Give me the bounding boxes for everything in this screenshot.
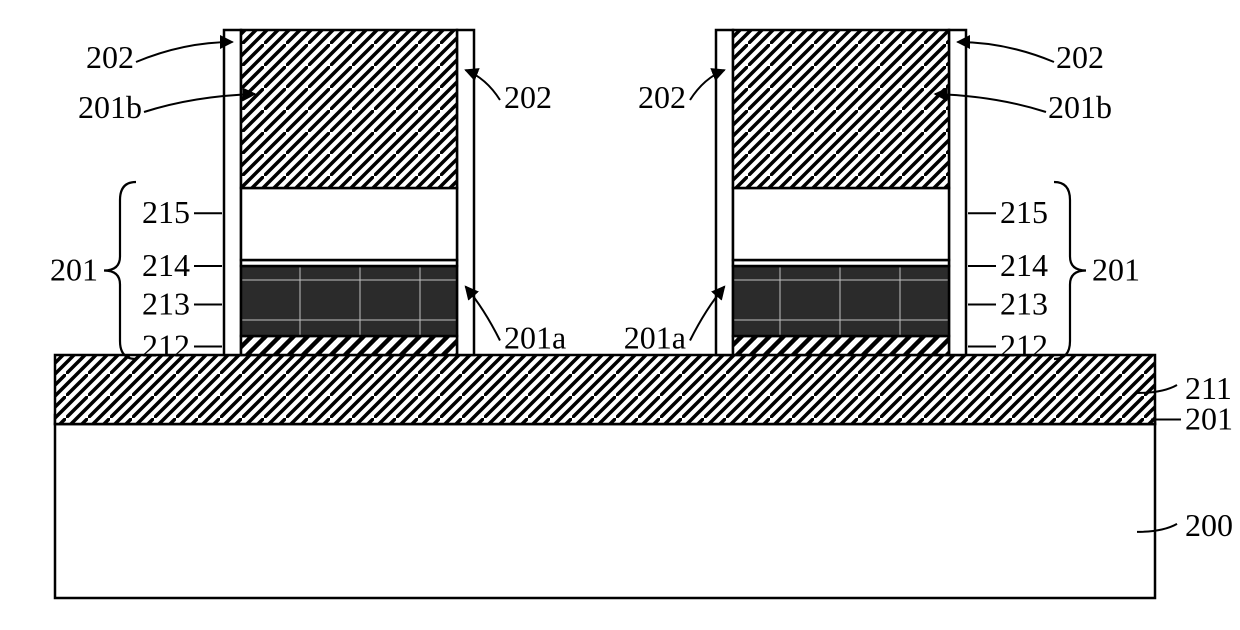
label-212-R: 212 — [1000, 327, 1048, 363]
label-214-R: 214 — [1000, 247, 1048, 283]
label-215-L: 215 — [142, 194, 190, 230]
brace-201-R — [1054, 182, 1086, 359]
lead-202-L1 — [136, 42, 233, 62]
spacer-202-right-1 — [949, 30, 966, 355]
label-213-R: 213 — [1000, 286, 1048, 322]
spacer-202-left-1 — [716, 30, 733, 355]
layer-213-1 — [733, 266, 949, 336]
label-201a-R: 201a — [624, 320, 686, 356]
label-brace201-L: 201 — [50, 252, 98, 288]
spacer-202-right-0 — [457, 30, 474, 355]
spacer-202-left-0 — [224, 30, 241, 355]
label-201b-L: 201b — [78, 89, 142, 125]
label-202-R2: 202 — [638, 79, 686, 115]
layer-215-0 — [241, 188, 457, 260]
label-202-R1: 202 — [1056, 39, 1104, 75]
label-214-L: 214 — [142, 247, 190, 283]
layer-211 — [55, 355, 1155, 424]
layer-201b-0 — [241, 30, 457, 188]
label-202-L2: 202 — [504, 79, 552, 115]
label-201: 201 — [1185, 401, 1233, 437]
label-brace201-R: 201 — [1092, 252, 1140, 288]
layer-212-0 — [241, 336, 457, 355]
label-212-L: 212 — [142, 327, 190, 363]
brace-201-L — [104, 182, 136, 359]
label-213-L: 213 — [142, 286, 190, 322]
label-201a-L: 201a — [504, 320, 566, 356]
label-215-R: 215 — [1000, 194, 1048, 230]
layer-212-1 — [733, 336, 949, 355]
layer-215-1 — [733, 188, 949, 260]
label-201b-R: 201b — [1048, 89, 1112, 125]
label-202-L1: 202 — [86, 39, 134, 75]
layer-201b-1 — [733, 30, 949, 188]
label-200: 200 — [1185, 507, 1233, 543]
layer-200 — [55, 424, 1155, 598]
lead-202-R1 — [958, 42, 1055, 62]
layer-213-0 — [241, 266, 457, 336]
